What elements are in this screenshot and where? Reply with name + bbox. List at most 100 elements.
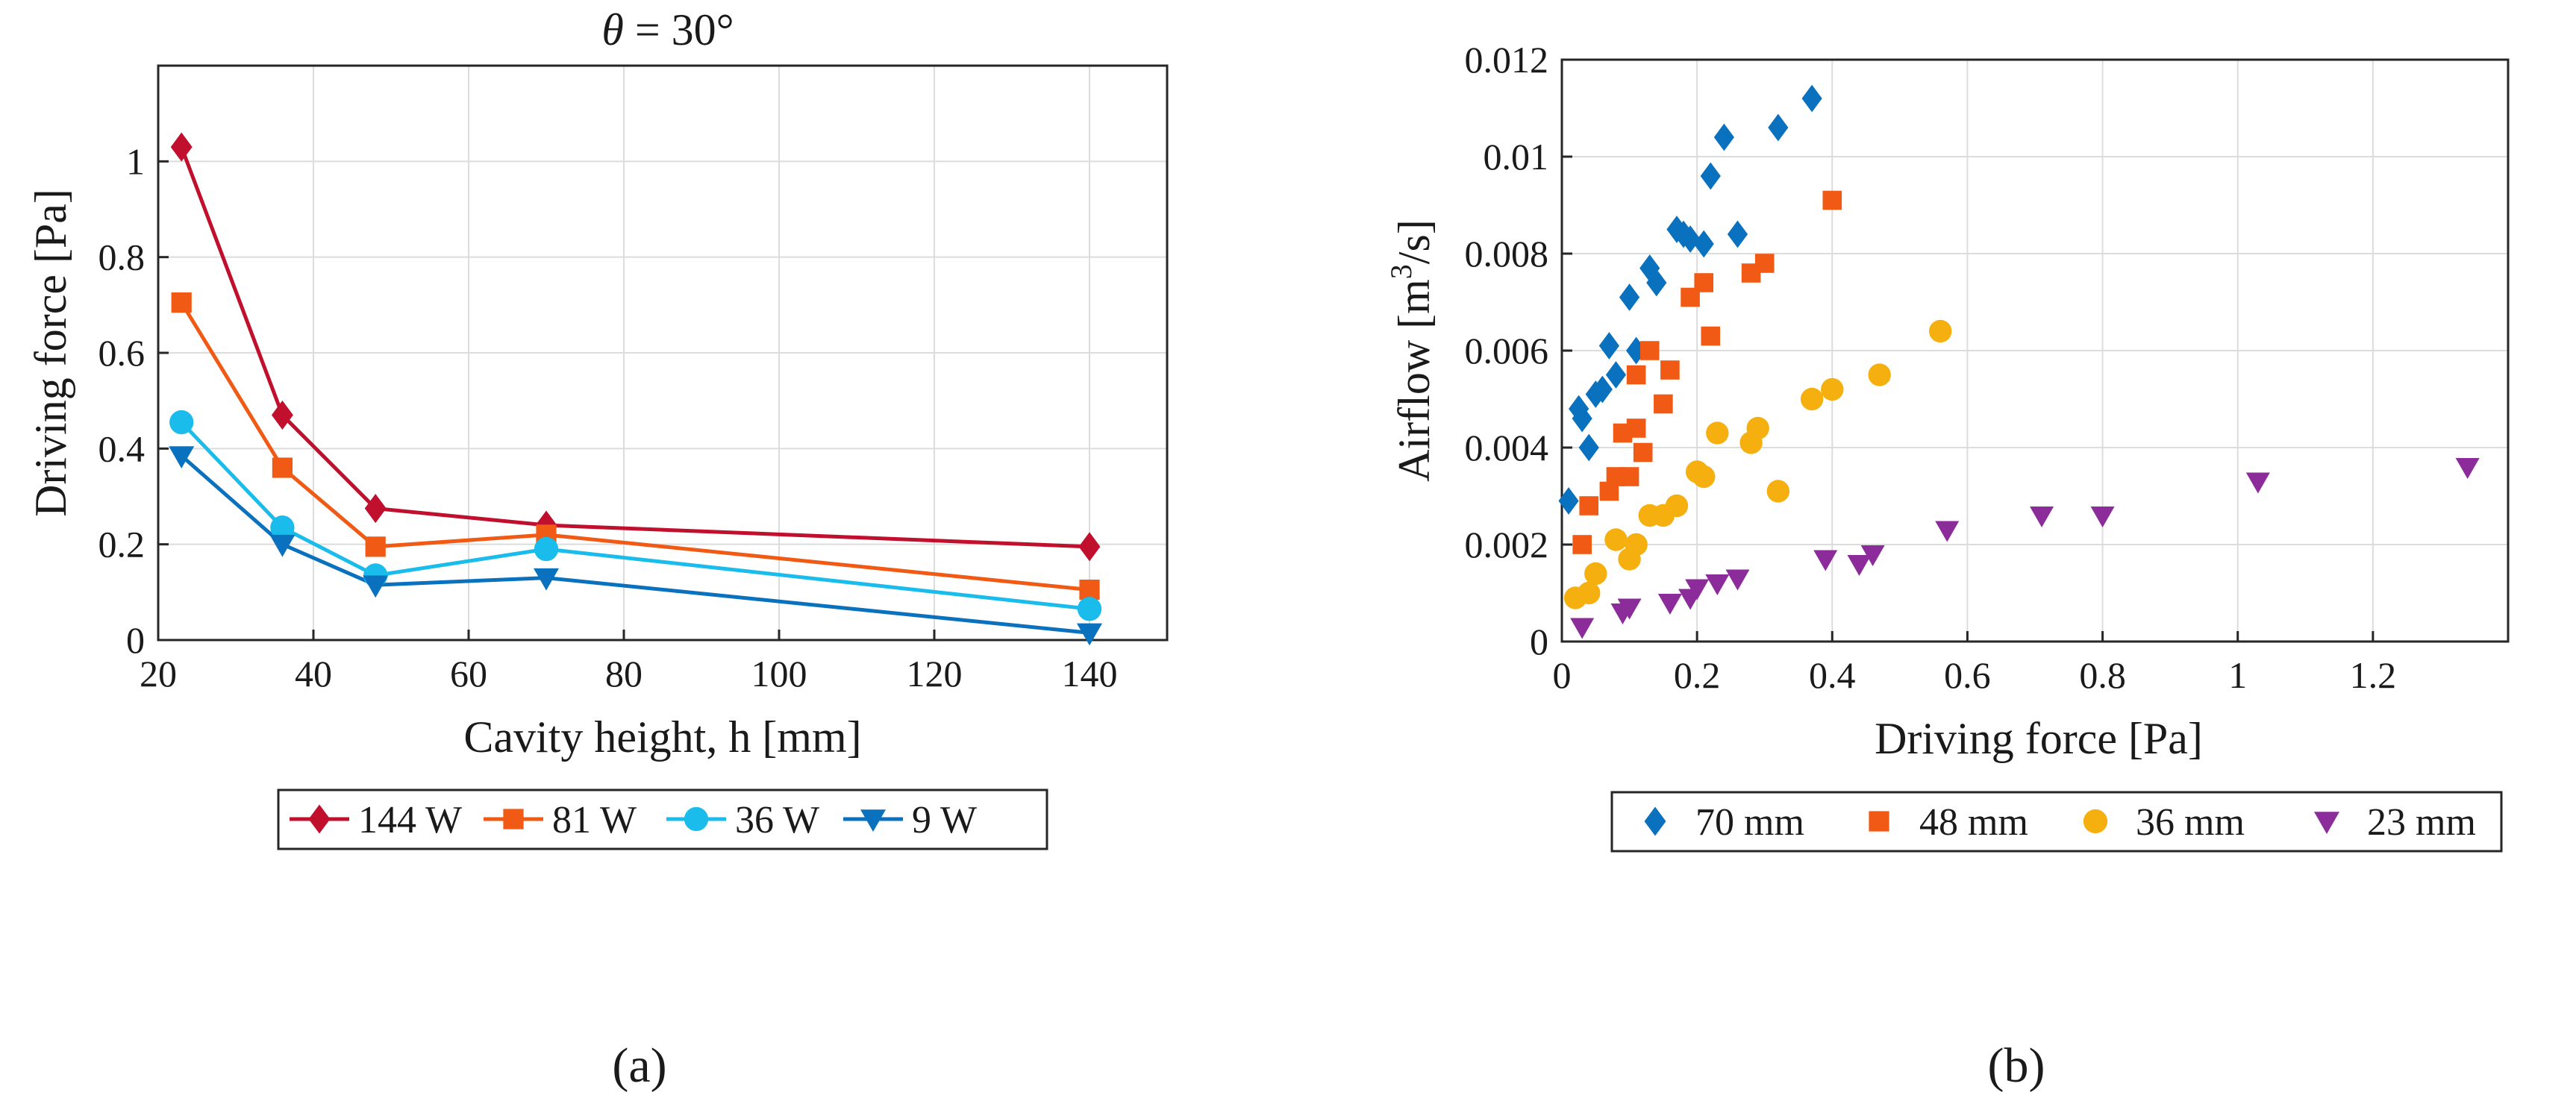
panel-a-xticks: 20 40 60 80 100 120 140 bbox=[140, 630, 1118, 694]
panel-a-legend-label: 144 W bbox=[358, 799, 462, 841]
panel-b-xlabel: Driving force [Pa] bbox=[1875, 714, 2203, 763]
panel-b-data-point bbox=[1598, 332, 1619, 360]
panel-b-data-point bbox=[1693, 230, 1714, 258]
panel-b-legend: 70 mm 48 mm 36 mm 23 mm bbox=[1610, 791, 2503, 853]
panel-b-data-point bbox=[1639, 341, 1660, 360]
panel-b-ytick-label: 0.008 bbox=[1465, 233, 1549, 275]
panel-a-legend-label: 36 W bbox=[735, 799, 819, 841]
panel-b-xtick-label: 1 bbox=[2228, 654, 2247, 696]
panel-b-ytick-label: 0.012 bbox=[1465, 39, 1549, 81]
panel-b-data-point bbox=[1692, 465, 1716, 489]
panel-a-label: (a) bbox=[612, 1038, 666, 1093]
panel-b-data-point bbox=[1801, 84, 1822, 113]
panel-a-xtick-label: 80 bbox=[605, 653, 643, 694]
panel-a-legend-marker bbox=[684, 806, 709, 832]
panel-a-data-point bbox=[169, 446, 195, 468]
panel-b-data-point bbox=[1592, 375, 1613, 404]
panel-b-legend-box bbox=[1610, 791, 2503, 853]
panel-b-data-point bbox=[1705, 574, 1730, 595]
panel-a-xtick-label: 140 bbox=[1062, 653, 1118, 694]
panel-a-ytick-label: 1 bbox=[126, 140, 145, 182]
panel-b-ylabel: Airflow [m3/s] bbox=[1384, 219, 1439, 482]
panel-b-data-point bbox=[1813, 550, 1838, 571]
panel-b-legend-label: 70 mm bbox=[1695, 801, 1804, 844]
panel-b-data-point bbox=[2030, 507, 2054, 527]
panel-b-data-point bbox=[2245, 472, 2270, 494]
panel-b-data-point bbox=[2090, 507, 2115, 527]
panel-a-series-line bbox=[179, 146, 1090, 549]
panel-a-title-symbol: θ bbox=[601, 5, 623, 54]
panel-b-data-point bbox=[1694, 273, 1713, 292]
panel-b-label: (b) bbox=[1988, 1038, 2045, 1093]
panel-b-data-point bbox=[1657, 594, 1682, 615]
panel-b-ylabel-main: Airflow [m bbox=[1389, 279, 1439, 482]
panel-b-data-point bbox=[1660, 360, 1680, 380]
panel-b-data-point bbox=[1800, 387, 1824, 411]
panel-a-legend-box bbox=[277, 788, 1048, 850]
panel-a-xtick-label: 60 bbox=[450, 653, 487, 694]
panel-a-data-point bbox=[365, 536, 386, 557]
panel-b-data-point bbox=[1821, 377, 1844, 401]
panel-a-xtick-label: 20 bbox=[140, 653, 177, 694]
panel-b-data-point bbox=[1727, 220, 1748, 248]
panel-a-data-point bbox=[1078, 532, 1101, 562]
panel-b-data-point bbox=[1626, 365, 1646, 385]
panel-a-series-markers bbox=[169, 132, 1102, 646]
panel-a-legend-marker bbox=[308, 804, 331, 834]
panel-a-data-point bbox=[270, 515, 295, 540]
panel-a-data-point bbox=[269, 534, 296, 557]
panel-b-data-point bbox=[1700, 162, 1721, 190]
panel-b-legend-label: 48 mm bbox=[1919, 801, 2028, 844]
panel-a-yticks: 0 0.2 0.4 0.6 0.8 1 bbox=[99, 140, 169, 661]
panel-a-legend-marker bbox=[503, 809, 524, 830]
panel-b-data-point bbox=[1847, 555, 1872, 576]
panel-a-data-point bbox=[1077, 623, 1102, 646]
panel-a-ytick-label: 0.6 bbox=[99, 332, 146, 374]
panel-b-legend-marker bbox=[2314, 812, 2339, 834]
panel-b-data-point bbox=[1822, 190, 1842, 210]
panel-b-data-point bbox=[1633, 442, 1653, 462]
panel-b-xtick-label: 0.2 bbox=[1674, 654, 1721, 696]
panel-b-data-point bbox=[1605, 361, 1627, 389]
panel-a-ylabel: Driving force [Pa] bbox=[26, 189, 75, 517]
panel-b-xtick-label: 0 bbox=[1553, 654, 1572, 696]
panel-b-data-point bbox=[1570, 618, 1595, 639]
panel-b-data-point bbox=[1578, 433, 1599, 462]
panel-b-legend-marker bbox=[1644, 806, 1666, 836]
panel-a-grid bbox=[157, 66, 1167, 641]
panel-b-data-point bbox=[1701, 326, 1721, 346]
panel-b-data-point bbox=[1725, 569, 1750, 591]
panel-b-data-point bbox=[1578, 581, 1601, 605]
panel-b-ytick-label: 0.002 bbox=[1465, 524, 1549, 565]
panel-a-data-point bbox=[363, 575, 389, 598]
panel-b-data-point bbox=[2455, 458, 2480, 479]
panel-b-data-point bbox=[1617, 598, 1642, 620]
panel-b-data-point bbox=[1572, 535, 1592, 554]
panel-b-data-point bbox=[1572, 404, 1592, 433]
panel-a-data-point bbox=[170, 132, 193, 162]
panel-b-data-point bbox=[1654, 394, 1673, 414]
panel-b-data-point bbox=[1619, 283, 1640, 311]
panel-a-data-point bbox=[169, 410, 194, 435]
panel-a-ytick-label: 0.2 bbox=[99, 524, 146, 565]
panel-a-legend: 144 W 81 W 36 W 9 W bbox=[277, 788, 1048, 850]
panel-b-data-point bbox=[1713, 123, 1734, 151]
panel-b-data-point bbox=[1604, 528, 1628, 551]
panel-a-data-point bbox=[271, 400, 293, 430]
panel-b-ylabel-sup: 3 bbox=[1384, 264, 1418, 279]
panel-a-title-rest: = 30° bbox=[624, 5, 734, 54]
panel-b-legend-label: 36 mm bbox=[2136, 801, 2245, 844]
panel-a-legend-label: 9 W bbox=[912, 799, 977, 841]
panel-b-data-point bbox=[1706, 421, 1729, 445]
panel-b-data-point bbox=[1929, 319, 1952, 343]
panel-b-grid bbox=[1561, 59, 2508, 642]
panel-a-xlabel: Cavity height, h [mm] bbox=[463, 712, 861, 762]
panel-b-legend-marker bbox=[2083, 809, 2108, 834]
panel-a-title: θ = 30° bbox=[601, 5, 734, 54]
panel-b-ytick-label: 0.01 bbox=[1484, 136, 1549, 178]
panel-b-series-markers bbox=[1558, 84, 2480, 639]
panel-b-ytick-label: 0.004 bbox=[1465, 427, 1549, 468]
panel-b-data-point bbox=[1680, 225, 1701, 253]
panel-b-xtick-label: 1.2 bbox=[2350, 654, 2397, 696]
panel-b-data-point bbox=[1666, 216, 1687, 243]
